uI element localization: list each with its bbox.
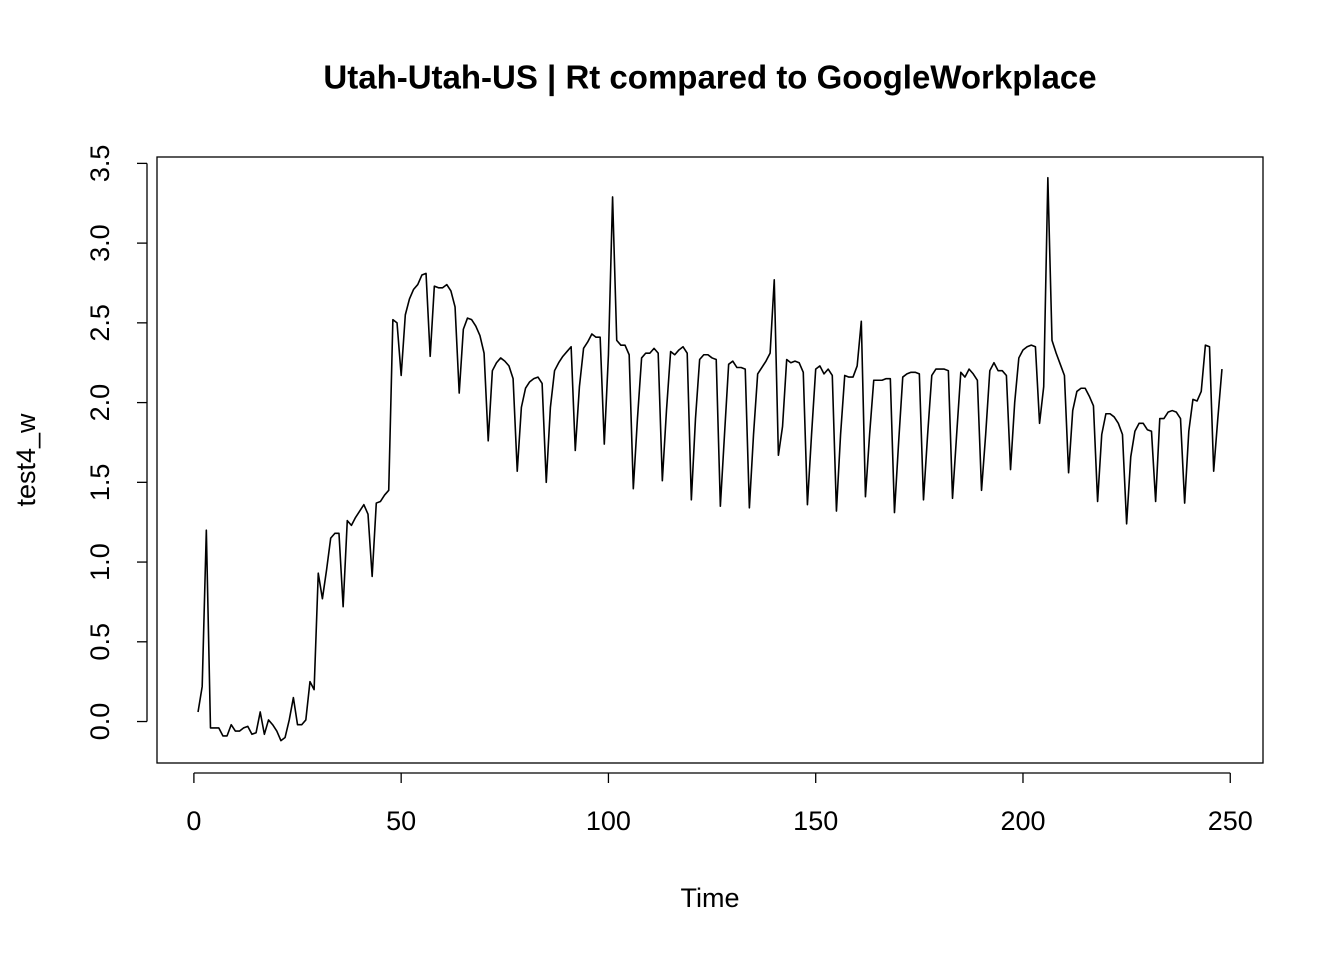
chart-title: Utah-Utah-US | Rt compared to GoogleWork… <box>323 59 1096 96</box>
y-tick-label: 0.5 <box>85 623 115 661</box>
y-tick-label: 3.0 <box>85 224 115 262</box>
x-tick-label: 50 <box>386 806 416 836</box>
y-tick-label: 0.0 <box>85 703 115 741</box>
x-axis-title: Time <box>681 883 740 913</box>
y-tick-label: 1.5 <box>85 464 115 502</box>
data-line <box>197 176 1223 742</box>
x-tick-label: 150 <box>793 806 838 836</box>
y-tick-label: 2.5 <box>85 304 115 342</box>
plot-box <box>156 156 1264 764</box>
y-tick-label: 2.0 <box>85 384 115 422</box>
y-tick-label: 3.5 <box>85 145 115 183</box>
x-tick-label: 200 <box>1000 806 1045 836</box>
x-tick-label: 100 <box>586 806 631 836</box>
y-axis-title: test4_w <box>11 413 41 507</box>
x-tick-label: 0 <box>186 806 201 836</box>
y-tick-label: 1.0 <box>85 543 115 581</box>
x-tick-label: 250 <box>1208 806 1253 836</box>
